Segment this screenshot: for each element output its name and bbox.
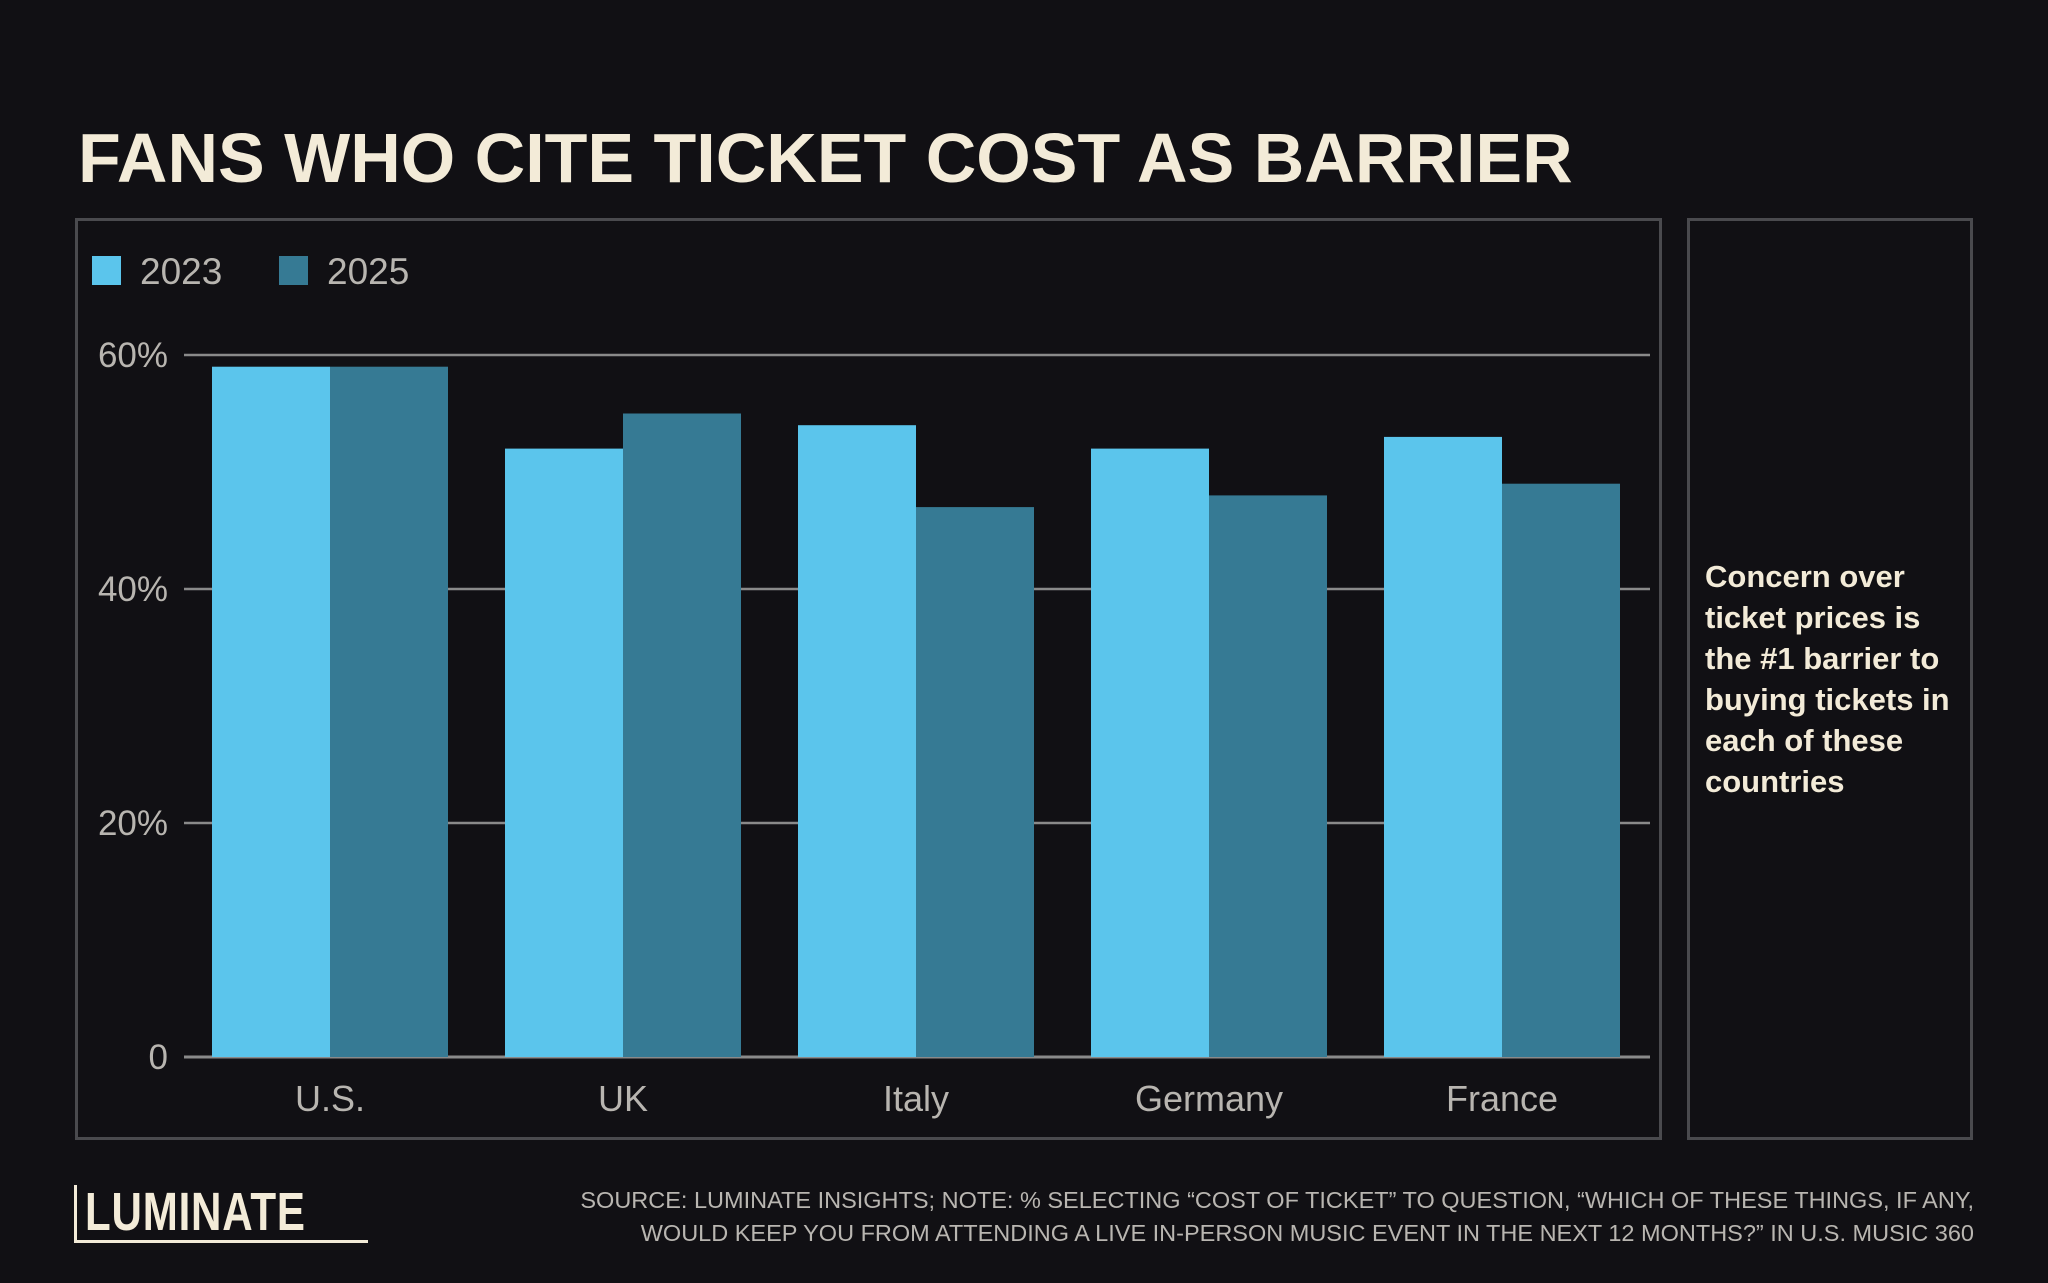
chart-frame	[75, 218, 1662, 1140]
source-footnote: SOURCE: LUMINATE INSIGHTS; NOTE: % SELEC…	[414, 1184, 1974, 1250]
bar-2025-germany	[1209, 495, 1327, 1057]
y-tick-label: 20%	[98, 804, 168, 843]
bar-2025-us	[330, 366, 448, 1057]
bar-2023-italy	[798, 425, 916, 1057]
bar-2023-us	[212, 366, 330, 1057]
legend-swatch-2023	[92, 256, 121, 285]
side-note-frame	[1687, 218, 1973, 1140]
bar-2023-uk	[505, 448, 623, 1058]
chart-legend: 2023 2025	[92, 251, 409, 292]
footnote-line-1: SOURCE: LUMINATE INSIGHTS; NOTE: % SELEC…	[580, 1187, 1974, 1213]
logo-text: LUMINATE	[85, 1182, 306, 1242]
legend-label-2025: 2025	[327, 251, 409, 292]
x-tick-label: U.S.	[295, 1078, 365, 1119]
y-axis: 0 20% 40% 60%	[98, 336, 168, 1077]
y-tick-label: 40%	[98, 570, 168, 609]
legend-label-2023: 2023	[140, 251, 222, 292]
bar-2025-italy	[916, 507, 1034, 1058]
side-note: Concern over ticket prices is the #1 bar…	[1705, 559, 1950, 799]
bar-2023-germany	[1091, 448, 1209, 1058]
x-axis: U.S. UK Italy Germany France	[295, 1078, 1558, 1119]
x-tick-label: UK	[598, 1078, 648, 1119]
luminate-logo: LUMINATE	[74, 1185, 368, 1243]
x-tick-label: France	[1446, 1078, 1558, 1119]
legend-swatch-2025	[279, 256, 308, 285]
chart-title: FANS WHO CITE TICKET COST AS BARRIER	[78, 119, 1573, 197]
chart-bars	[212, 366, 1620, 1058]
bar-2025-france	[1502, 483, 1620, 1057]
x-tick-label: Germany	[1135, 1078, 1283, 1119]
y-tick-label: 60%	[98, 336, 168, 375]
bar-2023-france	[1384, 436, 1502, 1057]
x-tick-label: Italy	[883, 1078, 949, 1119]
y-tick-label: 0	[149, 1038, 168, 1077]
bar-2025-uk	[623, 413, 741, 1057]
footnote-line-2: WOULD KEEP YOU FROM ATTENDING A LIVE IN-…	[640, 1220, 1974, 1246]
